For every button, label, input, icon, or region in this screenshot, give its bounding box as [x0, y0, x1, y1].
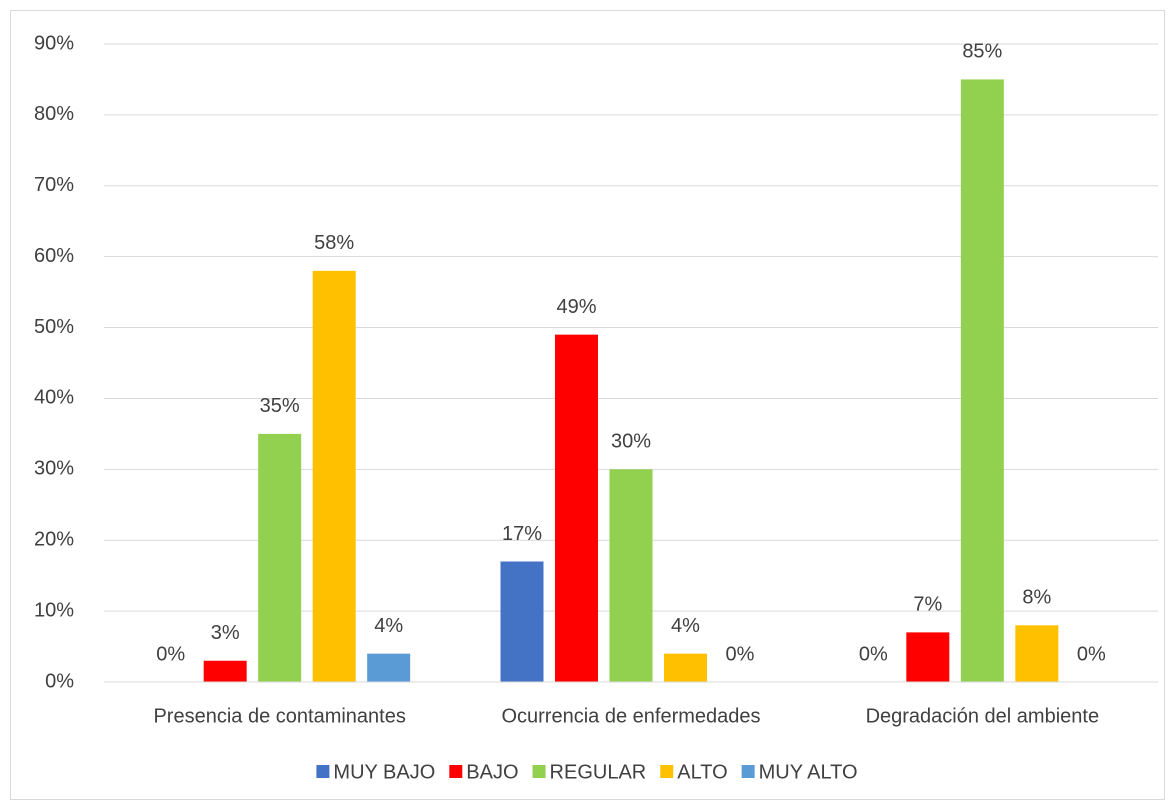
y-tick-label: 60%: [34, 245, 74, 267]
x-tick-label: Presencia de contaminantes: [153, 705, 405, 727]
data-label: 0%: [859, 643, 888, 665]
y-tick-label: 90%: [34, 32, 74, 54]
bar: [906, 632, 950, 682]
bar: [258, 433, 302, 682]
legend-label: BAJO: [466, 761, 518, 783]
data-label: 85%: [962, 41, 1002, 63]
bar: [960, 79, 1004, 682]
legend-swatch: [660, 765, 674, 778]
data-label: 0%: [1077, 643, 1106, 665]
legend-label: REGULAR: [550, 761, 647, 783]
data-label: 17%: [502, 523, 542, 545]
bar: [609, 469, 653, 682]
legend-swatch: [741, 765, 755, 778]
y-tick-label: 70%: [34, 174, 74, 196]
data-label: 3%: [211, 622, 240, 644]
y-tick-label: 40%: [34, 387, 74, 409]
data-label: 49%: [556, 296, 596, 318]
data-label: 7%: [913, 594, 942, 616]
y-tick-label: 80%: [34, 103, 74, 125]
legend-swatch: [316, 765, 330, 778]
bar: [367, 653, 411, 682]
legend-swatch: [532, 765, 546, 778]
y-tick-label: 0%: [45, 670, 74, 692]
bar: [664, 653, 707, 682]
data-label: 8%: [1022, 587, 1051, 609]
data-label: 4%: [374, 615, 403, 637]
x-tick-label: Degradación del ambiente: [866, 705, 1100, 727]
data-label: 4%: [671, 615, 700, 637]
bar: [555, 334, 598, 682]
bar: [500, 561, 544, 682]
bar: [1015, 625, 1059, 682]
data-label: 58%: [314, 232, 354, 254]
y-tick-label: 10%: [34, 599, 74, 621]
y-tick-label: 50%: [34, 316, 74, 338]
legend-label: MUY ALTO: [759, 761, 858, 783]
data-label: 35%: [260, 395, 300, 417]
x-tick-label: Ocurrencia de enfermedades: [501, 705, 760, 727]
legend-label: MUY BAJO: [333, 761, 435, 783]
bar: [203, 660, 247, 682]
data-label: 0%: [726, 643, 755, 665]
data-label: 0%: [156, 643, 185, 665]
data-label: 30%: [611, 431, 651, 453]
y-tick-label: 20%: [34, 529, 74, 551]
bar: [312, 270, 356, 682]
legend-label: ALTO: [677, 761, 727, 783]
legend-swatch: [449, 765, 463, 778]
y-tick-label: 30%: [34, 458, 74, 480]
